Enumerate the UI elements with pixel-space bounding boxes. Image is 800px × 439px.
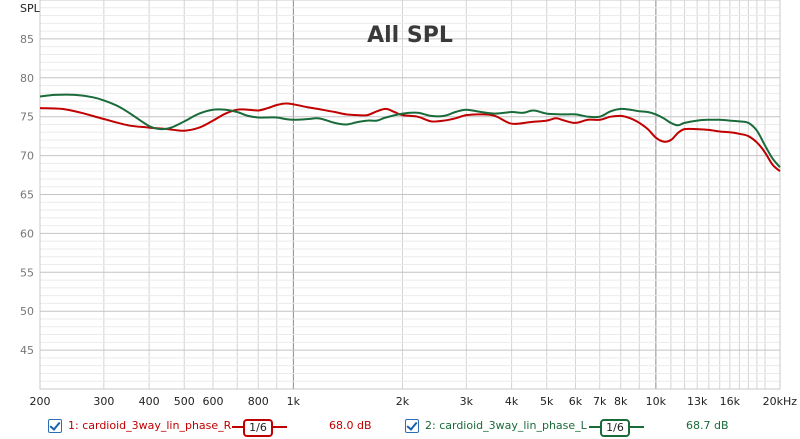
series-l-name: 2: cardioid_3way_lin_phase_L [425, 419, 587, 432]
x-tick-label: 4k [505, 395, 519, 408]
x-tick-label: 400 [139, 395, 160, 408]
y-tick-label: 85 [20, 33, 34, 46]
legend: 1: cardioid_3way_lin_phase_R 1/6 68.0 dB… [0, 416, 800, 438]
x-tick-label: 3k [460, 395, 474, 408]
x-tick-label: 16k [720, 395, 741, 408]
series-r-smoothing[interactable]: 1/6 [243, 419, 273, 437]
chart-title: All SPL [367, 23, 453, 48]
y-tick-label: 60 [20, 227, 34, 240]
series-l-line-swatch-left [589, 426, 601, 428]
x-tick-label: 1k [287, 395, 301, 408]
x-tick-label: 5k [540, 395, 554, 408]
series-l-smoothing[interactable]: 1/6 [600, 419, 630, 437]
x-tick-label: 7k [593, 395, 607, 408]
series-l-level: 68.7 dB [686, 419, 729, 432]
series-r-line-swatch-left [232, 426, 244, 428]
series-r-level: 68.0 dB [329, 419, 372, 432]
x-tick-label: 200 [30, 395, 51, 408]
x-tick-label: 300 [93, 395, 114, 408]
x-tick-label: 600 [202, 395, 223, 408]
y-tick-label: 70 [20, 150, 34, 163]
y-axis-ticks: 45 50 55 60 65 70 75 80 85 [20, 33, 34, 357]
x-tick-label: 6k [569, 395, 583, 408]
y-tick-label: 80 [20, 72, 34, 85]
series-line-l [39, 93, 781, 168]
series-r-name: 1: cardioid_3way_lin_phase_R [68, 419, 232, 432]
y-tick-label: 55 [20, 266, 34, 279]
y-tick-label: 75 [20, 111, 34, 124]
legend-item-r: 1: cardioid_3way_lin_phase_R 1/6 68.0 dB [48, 419, 388, 437]
x-tick-label: 800 [248, 395, 269, 408]
x-tick-label: 8k [614, 395, 628, 408]
series-lines [39, 93, 781, 172]
x-tick-label: 2k [396, 395, 410, 408]
y-tick-label: 65 [20, 189, 34, 202]
y-tick-label: 50 [20, 305, 34, 318]
x-tick-label: 13k [687, 395, 708, 408]
x-tick-label: 10k [646, 395, 667, 408]
y-axis-label: SPL [20, 2, 41, 15]
x-tick-label: 20kHz [763, 395, 798, 408]
series-l-checkbox[interactable] [405, 419, 419, 433]
y-tick-label: 45 [20, 344, 34, 357]
chart-grid [39, 0, 780, 389]
x-axis-ticks: 200 300 400 500 600 800 1k 2k 3k 4k 5k 6k 7k 8k 10k 13k… [30, 395, 798, 408]
series-line-r [39, 102, 781, 172]
legend-item-l: 2: cardioid_3way_lin_phase_L 1/6 68.7 dB [405, 419, 745, 437]
series-r-checkbox[interactable] [48, 419, 62, 433]
series-r-line-swatch-right [273, 426, 287, 428]
series-l-line-swatch-right [630, 426, 644, 428]
plot-frame [39, 0, 781, 390]
x-tick-label: 500 [174, 395, 195, 408]
